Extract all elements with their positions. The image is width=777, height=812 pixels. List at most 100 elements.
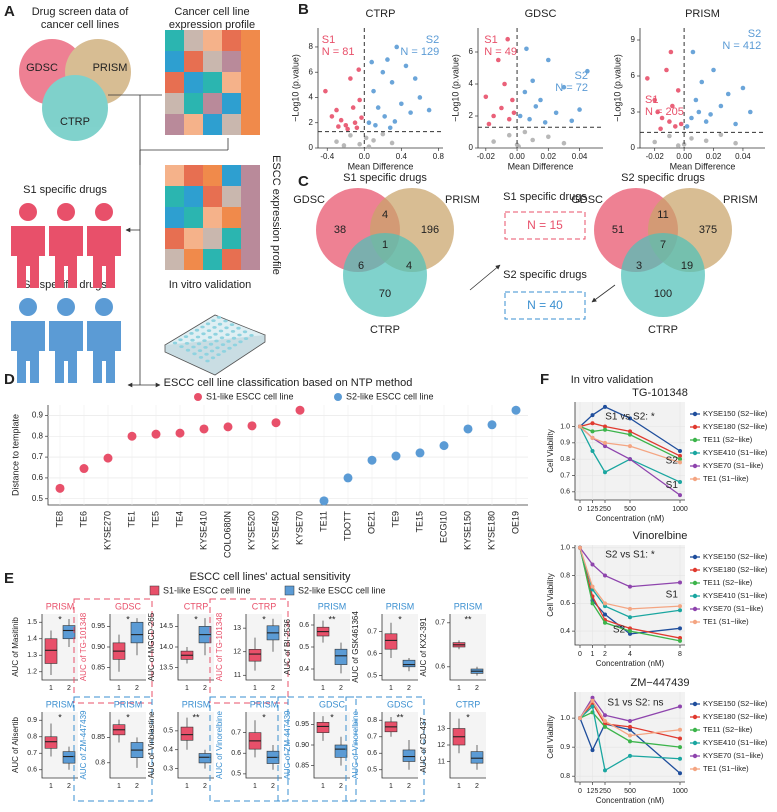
well	[208, 342, 214, 346]
point	[603, 573, 607, 578]
venn-label: CTRP	[60, 116, 90, 128]
box	[180, 726, 194, 741]
point	[689, 115, 694, 121]
box-title: PRISM	[250, 699, 279, 709]
legend-label: KYSE150 (S2−like)	[703, 699, 768, 708]
venn-label: CTRP	[648, 324, 678, 336]
legend-marker	[692, 593, 698, 599]
point	[79, 464, 89, 474]
well	[209, 349, 215, 353]
x-tick-label: -0.02	[646, 152, 665, 161]
point	[343, 122, 349, 128]
x-tick-label: 1	[253, 685, 257, 692]
point	[590, 562, 595, 567]
y-tick-label: 0.95	[91, 623, 105, 630]
y-tick-label: 11	[234, 672, 241, 679]
point	[667, 133, 672, 139]
x-tick-label: KYSE150	[462, 511, 472, 550]
box	[62, 751, 76, 764]
point	[703, 138, 709, 144]
y-tick-label: 3	[631, 107, 636, 116]
legend-swatch	[149, 585, 160, 596]
y-tick-label: 0.5	[32, 494, 44, 503]
box-title: CTRP	[456, 699, 481, 709]
y-tick-label: 1.3	[27, 652, 37, 659]
x-tick-label: 1	[117, 783, 121, 790]
point	[530, 78, 535, 84]
point	[670, 103, 675, 109]
point	[487, 420, 497, 430]
point	[538, 97, 543, 103]
heatmap-cell	[165, 249, 184, 270]
x-tick-label: TDOTT	[342, 511, 352, 541]
x-tick-label: 1	[185, 685, 189, 692]
legend-label: S1-like ESCC cell line	[206, 391, 294, 401]
well	[216, 316, 222, 319]
point	[652, 139, 658, 145]
y-tick-label: 2	[309, 118, 314, 127]
point	[675, 88, 681, 93]
x-tick-label: 4	[628, 651, 632, 658]
legend-marker	[692, 714, 698, 720]
venn-count: 6	[358, 260, 364, 272]
point	[725, 91, 731, 97]
heatmap-cell	[241, 114, 260, 135]
legend-marker	[692, 476, 698, 482]
x-tick-label: OE21	[366, 511, 376, 534]
y-tick-label: 0.8	[560, 572, 570, 579]
y-tick-label: 0.5	[367, 767, 377, 774]
y-tick-label: 14.5	[159, 623, 173, 630]
point	[703, 119, 709, 124]
y-tick-label: 0	[469, 143, 474, 152]
y-tick-label: 0.6	[27, 767, 37, 774]
y-tick-label: 0.9	[560, 744, 570, 751]
y-axis-label: AUC of TG-101348	[215, 612, 224, 681]
point	[336, 124, 341, 129]
axis-line	[381, 712, 418, 779]
y-tick-label: 0.8	[95, 760, 105, 767]
y-axis-label: AUC of Vinblastine	[147, 711, 156, 779]
x-tick-label: 2	[339, 685, 343, 692]
legend-marker	[692, 619, 698, 625]
point	[733, 140, 738, 146]
annotation: N = 49	[484, 46, 517, 58]
point	[394, 44, 400, 50]
x-tick-label: TE9	[390, 511, 400, 528]
x-tick-label: 1	[321, 685, 325, 692]
point	[603, 440, 607, 445]
legend-label: TE11 (S2−like)	[703, 578, 753, 587]
legend-marker	[692, 411, 698, 417]
well	[236, 326, 241, 330]
well	[201, 332, 206, 336]
heatmap-cell	[184, 186, 203, 207]
venn-count: 4	[382, 209, 388, 221]
y-tick-label: 1.2	[27, 669, 37, 676]
point	[603, 620, 607, 625]
heatmap-cell	[184, 72, 203, 93]
venn-count: 38	[334, 224, 346, 236]
box-title: GDSC	[115, 601, 142, 611]
x-axis-label: Concentration (nM)	[596, 796, 665, 805]
point	[385, 57, 390, 62]
point	[199, 424, 209, 434]
heatmap-cell	[222, 93, 241, 114]
heatmap-cell	[241, 249, 260, 270]
x-tick-label: 1	[457, 685, 461, 692]
y-tick-label: 0.5	[367, 672, 377, 679]
x-tick-label: 0.00	[676, 152, 692, 161]
venn-count: 3	[636, 260, 642, 272]
y-tick-label: 0.9	[32, 411, 44, 420]
venn-count: 7	[660, 239, 666, 251]
side-label: ESCC expression profile	[270, 155, 282, 275]
y-tick-label: 0.6	[299, 622, 309, 629]
annotation: S2	[748, 28, 761, 40]
legend-marker	[692, 463, 698, 469]
x-tick-label: 8	[678, 651, 682, 658]
point	[522, 89, 528, 95]
y-axis-label: AUC of BI-2536	[283, 618, 292, 675]
point	[585, 68, 590, 74]
point	[628, 615, 632, 620]
x-tick-label: 1000	[672, 788, 688, 795]
point	[628, 432, 632, 437]
well	[197, 349, 203, 352]
